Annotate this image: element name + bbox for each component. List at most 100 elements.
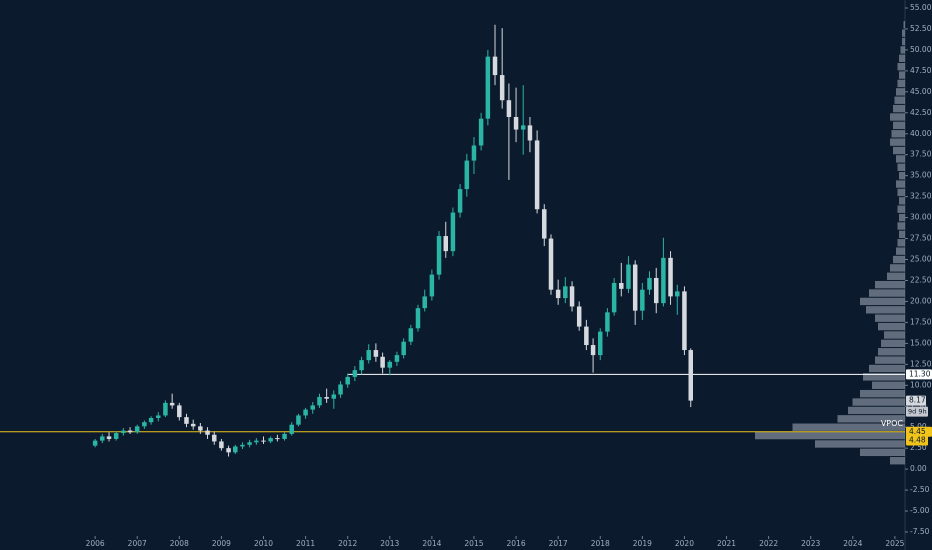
candle-body xyxy=(436,236,442,275)
x-tick-label: 2025 xyxy=(885,539,904,548)
profile-bar xyxy=(815,440,905,448)
profile-bar xyxy=(897,188,905,197)
x-tick-label: 2017 xyxy=(549,539,568,548)
candle-body xyxy=(275,438,280,440)
profile-bar xyxy=(896,180,905,188)
profile-bar xyxy=(894,96,905,104)
last-price-tag xyxy=(906,395,926,406)
candle-body xyxy=(310,405,316,410)
y-tick-label: -2.50 xyxy=(910,485,930,494)
profile-bar xyxy=(848,406,905,415)
candle-body xyxy=(261,440,266,442)
profile-bar xyxy=(881,339,905,348)
candle-body xyxy=(513,116,519,130)
candle-body xyxy=(247,442,252,445)
price-tag-label: 4.45 xyxy=(909,427,926,436)
profile-bar xyxy=(903,21,905,29)
profile-bar xyxy=(896,247,905,255)
candle-body xyxy=(429,274,435,297)
y-tick-label: 52.50 xyxy=(910,24,932,33)
y-tick-label: -7.50 xyxy=(910,527,930,536)
candle-body xyxy=(134,426,140,433)
profile-bar xyxy=(902,37,905,46)
y-tick-label: 30.00 xyxy=(910,213,932,222)
candle-body xyxy=(142,422,147,427)
profile-bar xyxy=(899,54,905,62)
x-tick-label: 2014 xyxy=(422,539,441,548)
price-tag xyxy=(906,369,932,380)
profile-bar xyxy=(860,448,905,457)
x-tick-label: 2016 xyxy=(507,539,526,548)
candle-body xyxy=(121,430,126,434)
y-tick-label: 50.00 xyxy=(910,45,932,54)
profile-bar xyxy=(860,389,905,398)
vpoc-text: VPOC xyxy=(881,419,904,428)
profile-bar xyxy=(899,71,905,79)
x-tick-label: 2019 xyxy=(633,539,652,548)
candle-body xyxy=(233,446,238,453)
candle-body xyxy=(450,212,456,252)
candle-body xyxy=(373,350,379,357)
profile-bar xyxy=(869,364,905,373)
candle-body xyxy=(478,118,484,146)
y-tick-label: 15.00 xyxy=(910,338,932,347)
vpoc-label: 4.48 xyxy=(909,436,926,445)
profile-bar xyxy=(860,297,905,306)
candle-body xyxy=(534,140,540,210)
y-tick-label: 22.50 xyxy=(910,275,932,284)
y-tick-label: 12.50 xyxy=(910,359,932,368)
candle-body xyxy=(205,430,210,435)
candle-body xyxy=(563,286,568,299)
candle-body xyxy=(499,75,505,101)
x-tick-label: 2015 xyxy=(464,539,483,548)
candle-body xyxy=(408,328,414,342)
price-tag xyxy=(906,426,932,437)
candle-body xyxy=(555,289,561,299)
profile-bar xyxy=(890,138,905,146)
y-tick-label: 17.50 xyxy=(910,317,932,326)
profile-bar xyxy=(866,306,905,314)
candle-body xyxy=(169,402,175,406)
profile-bar xyxy=(890,264,905,272)
last-price-label: 8.17 xyxy=(909,396,926,405)
y-tick-label: 45.00 xyxy=(910,87,932,96)
candle-body xyxy=(387,361,393,368)
candle-body xyxy=(100,436,105,441)
x-tick-label: 2006 xyxy=(86,539,105,548)
candle-body xyxy=(184,417,189,424)
candle-body xyxy=(380,356,385,368)
candle-body xyxy=(163,402,168,416)
profile-bar xyxy=(890,457,905,465)
profile-bar xyxy=(875,314,905,322)
profile-bar xyxy=(890,113,905,121)
candle-body xyxy=(485,56,491,119)
profile-bar xyxy=(891,130,905,138)
candle-body xyxy=(212,434,217,442)
profile-bar xyxy=(863,373,905,381)
y-tick-label: 7.50 xyxy=(910,401,927,410)
candle-body xyxy=(268,438,273,442)
candle-body xyxy=(492,56,498,76)
candle-body xyxy=(520,125,526,130)
x-tick-label: 2011 xyxy=(296,539,315,548)
profile-bar xyxy=(899,213,905,222)
candle-body xyxy=(331,394,337,399)
price-tag-label: 11.30 xyxy=(909,369,931,378)
candle-body xyxy=(597,331,603,356)
x-tick-label: 2012 xyxy=(338,539,357,548)
x-tick-label: 2008 xyxy=(170,539,189,548)
candle-body xyxy=(394,355,400,362)
candle-body xyxy=(647,277,652,290)
profile-bar xyxy=(875,280,905,289)
profile-bar xyxy=(896,88,905,96)
candle-body xyxy=(548,238,554,290)
profile-bar xyxy=(897,222,905,230)
y-tick-label: 42.50 xyxy=(910,108,932,117)
candle-body xyxy=(289,424,294,434)
profile-bar xyxy=(897,163,905,171)
profile-bar xyxy=(899,171,905,180)
candle-body xyxy=(506,100,512,117)
y-tick-label: 20.00 xyxy=(910,296,932,305)
candle-body xyxy=(682,291,687,351)
y-tick-label: -5.00 xyxy=(910,506,930,515)
